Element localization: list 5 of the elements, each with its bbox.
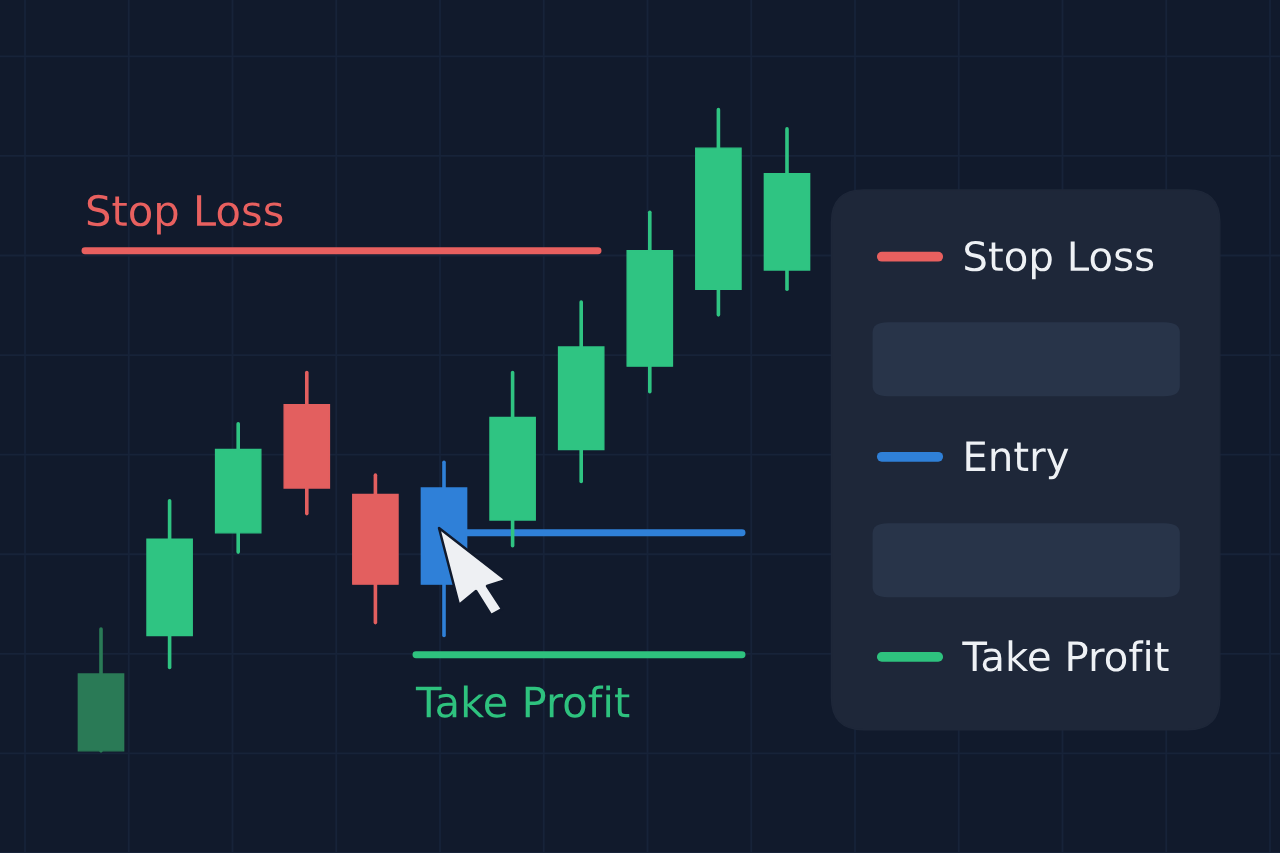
text: Take Profit	[962, 640, 1169, 672]
text: Stop Loss	[965, 240, 1154, 280]
legend-label: Entry	[966, 441, 1069, 480]
ref-line-label: Take Profit	[415, 685, 630, 718]
ref-line-label: Stop Loss	[87, 194, 283, 235]
